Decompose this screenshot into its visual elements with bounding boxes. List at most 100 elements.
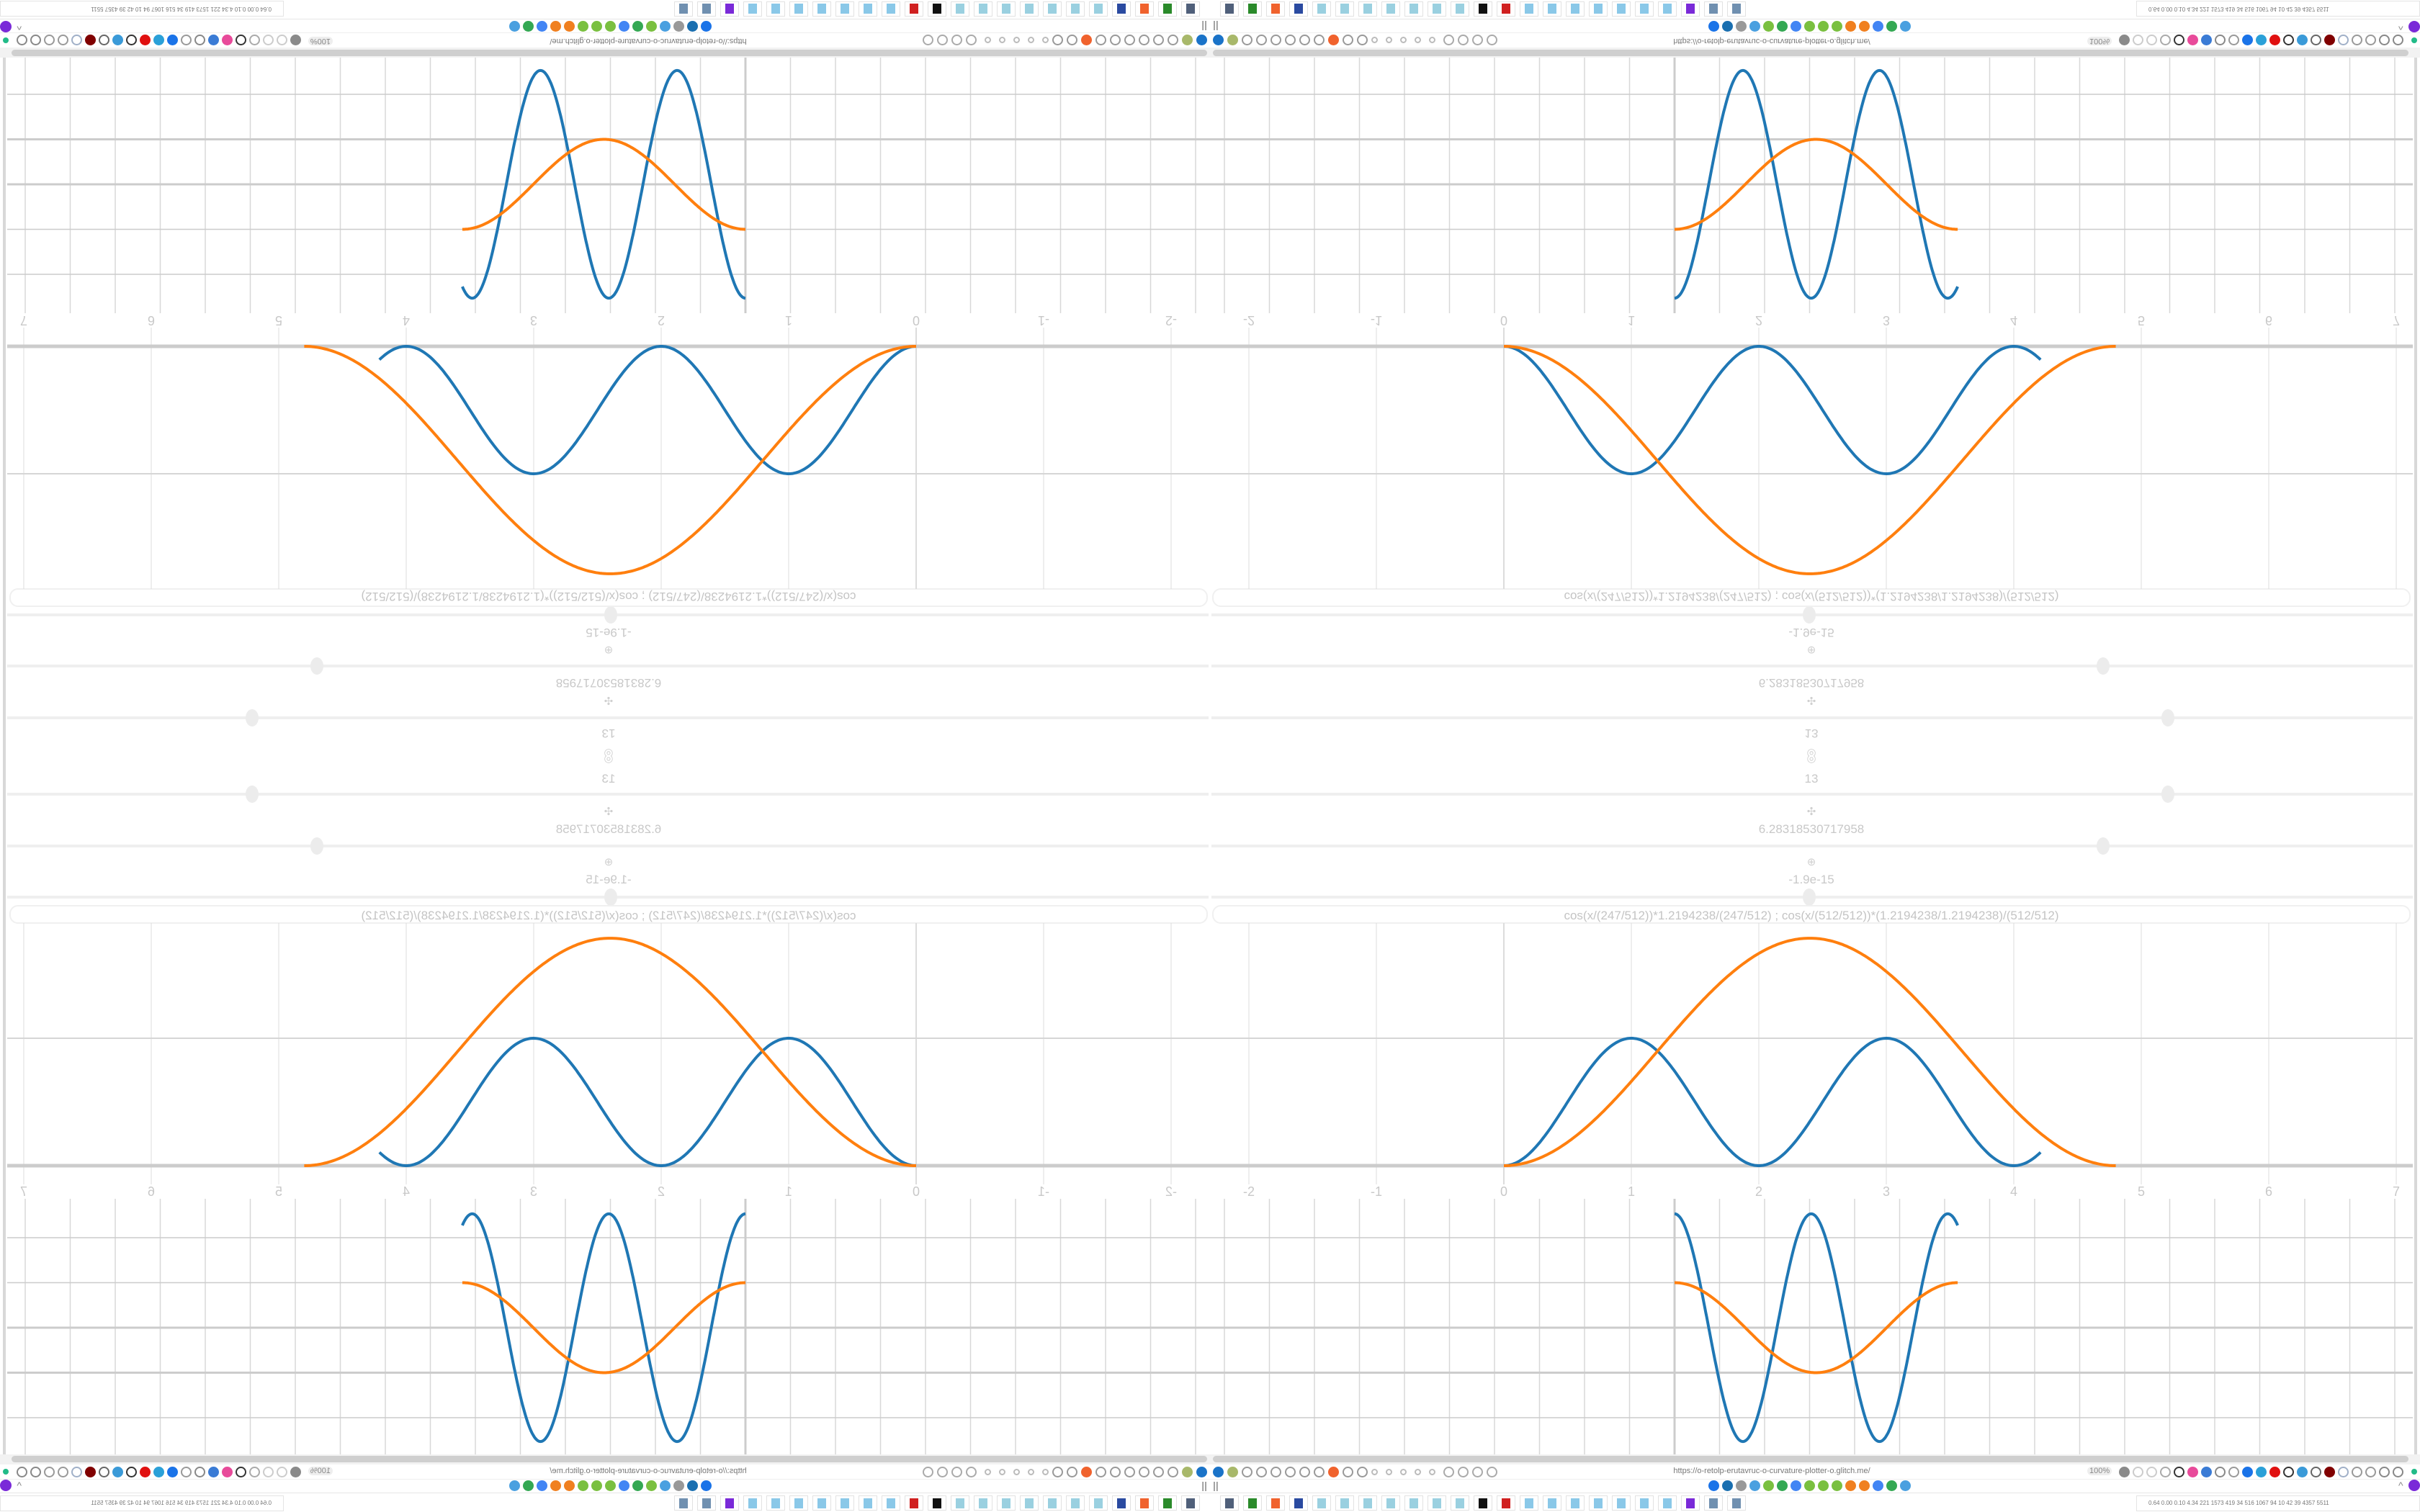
firefox-icon[interactable] bbox=[1328, 1467, 1339, 1477]
reload-icon[interactable] bbox=[249, 35, 260, 45]
chevron-up-icon[interactable]: ^ bbox=[17, 1480, 22, 1491]
taskbar-notepad-button[interactable] bbox=[1335, 1495, 1354, 1511]
slider-track[interactable] bbox=[1211, 716, 2413, 719]
horizontal-scrollbar[interactable] bbox=[1210, 48, 2420, 58]
taskbar-calculator-button[interactable] bbox=[835, 1495, 854, 1511]
taskbar-monitor-button[interactable] bbox=[1181, 1, 1200, 17]
taskbar-floppy-button[interactable] bbox=[1289, 1495, 1308, 1511]
globe-icon[interactable] bbox=[1153, 35, 1164, 45]
taskbar-notepad-button[interactable] bbox=[1451, 1, 1469, 17]
taskbar-firefox-button[interactable] bbox=[1266, 1, 1285, 17]
taskbar-calculator-button[interactable] bbox=[812, 1, 831, 17]
zoom-level-button[interactable]: 100% bbox=[2087, 1467, 2112, 1475]
folder-icon[interactable] bbox=[966, 35, 977, 45]
power-icon[interactable] bbox=[1182, 35, 1193, 45]
taskbar-monitor-button[interactable] bbox=[1181, 1495, 1200, 1511]
slider-track[interactable] bbox=[1211, 845, 2413, 847]
headphones-icon[interactable] bbox=[1285, 1467, 1296, 1477]
puzzle-icon[interactable] bbox=[2365, 1467, 2376, 1477]
reload-icon[interactable] bbox=[2160, 35, 2171, 45]
bookmark-google-icon[interactable] bbox=[1818, 21, 1829, 32]
taskbar-calculator-button[interactable] bbox=[1543, 1495, 1561, 1511]
taskbar-document-button[interactable] bbox=[674, 1, 693, 17]
color-picker-icon[interactable] bbox=[222, 1467, 233, 1477]
dot-icon[interactable] bbox=[985, 37, 991, 43]
star-icon[interactable] bbox=[2133, 1467, 2143, 1477]
taskbar-calculator-button[interactable] bbox=[766, 1, 785, 17]
bookmark-moon-icon[interactable] bbox=[687, 21, 698, 32]
dot-icon[interactable] bbox=[1429, 1469, 1435, 1475]
taskbar-owl-button[interactable] bbox=[720, 1, 739, 17]
slider-thumb[interactable] bbox=[1803, 888, 1816, 906]
taskbar-terminal-button[interactable] bbox=[1243, 1495, 1262, 1511]
bookmark-google-icon[interactable] bbox=[1804, 1480, 1815, 1491]
dot-icon[interactable] bbox=[985, 1469, 991, 1475]
url-bar[interactable]: https://o-retolp-erutavruc-o-curvature-p… bbox=[550, 37, 747, 45]
globe-icon[interactable] bbox=[58, 35, 68, 45]
settings-icon[interactable] bbox=[2393, 1467, 2403, 1477]
gear-icon[interactable] bbox=[1343, 1467, 1353, 1477]
headphones-icon[interactable] bbox=[1270, 35, 1281, 45]
dot-icon[interactable] bbox=[1386, 37, 1392, 43]
sidebar-toggle-icon[interactable]: || bbox=[1213, 1480, 1219, 1491]
slider-thumb[interactable] bbox=[1803, 606, 1816, 624]
upload-icon[interactable] bbox=[153, 1467, 164, 1477]
gear-icon[interactable] bbox=[2228, 35, 2239, 45]
translate-icon[interactable] bbox=[2119, 35, 2130, 45]
slider-track[interactable] bbox=[7, 793, 1209, 796]
download-icon[interactable] bbox=[236, 1467, 246, 1477]
scrollbar-thumb[interactable] bbox=[1213, 50, 2408, 56]
globe-icon[interactable] bbox=[58, 1467, 68, 1477]
owl-icon[interactable] bbox=[2408, 1480, 2420, 1491]
archive-icon[interactable] bbox=[99, 1467, 109, 1477]
taskbar-notepad-button[interactable] bbox=[974, 1, 992, 17]
shield-icon[interactable] bbox=[937, 35, 948, 45]
taskbar-document-button[interactable] bbox=[1727, 1495, 1746, 1511]
taskbar-settings-red-button[interactable] bbox=[1497, 1495, 1515, 1511]
taskbar-owl-button[interactable] bbox=[720, 1495, 739, 1511]
bookmark-mail-icon[interactable] bbox=[701, 21, 712, 32]
globe-icon[interactable] bbox=[1242, 1467, 1252, 1477]
folder-icon[interactable] bbox=[1443, 1467, 1454, 1477]
folder-icon[interactable] bbox=[1443, 35, 1454, 45]
taskbar-floppy-button[interactable] bbox=[1112, 1495, 1131, 1511]
taskbar-calculator-button[interactable] bbox=[835, 1, 854, 17]
taskbar-notepad-button[interactable] bbox=[1404, 1, 1423, 17]
slider-track[interactable] bbox=[1211, 665, 2413, 667]
taskbar-calculator-button[interactable] bbox=[1589, 1495, 1608, 1511]
shield-icon[interactable] bbox=[71, 1467, 82, 1477]
settings-icon[interactable] bbox=[17, 35, 27, 45]
bookmark-google-icon[interactable] bbox=[1873, 1480, 1883, 1491]
taskbar-document-button[interactable] bbox=[697, 1495, 716, 1511]
taskbar-calculator-button[interactable] bbox=[1566, 1, 1585, 17]
bookmark-google-icon[interactable] bbox=[1777, 21, 1788, 32]
zoom-level-button[interactable]: 100% bbox=[2087, 37, 2112, 45]
bookmark-google-icon[interactable] bbox=[1791, 1480, 1801, 1491]
dot-icon[interactable] bbox=[1429, 37, 1435, 43]
globe-icon[interactable] bbox=[1153, 1467, 1164, 1477]
mouse-icon[interactable] bbox=[2215, 1467, 2226, 1477]
headphones-icon[interactable] bbox=[1139, 35, 1150, 45]
taskbar-document-button[interactable] bbox=[1727, 1, 1746, 17]
vertical-scrollbar[interactable] bbox=[3, 756, 6, 1454]
taskbar-notepad-button[interactable] bbox=[974, 1495, 992, 1511]
taskbar-calculator-button[interactable] bbox=[766, 1495, 785, 1511]
bookmark-google-icon[interactable] bbox=[1777, 1480, 1788, 1491]
dot-icon[interactable] bbox=[1371, 1469, 1378, 1475]
taskbar-document-button[interactable] bbox=[1704, 1, 1723, 17]
taskbar-settings-red-button[interactable] bbox=[1497, 1, 1515, 17]
horizontal-scrollbar[interactable] bbox=[0, 48, 1210, 58]
vertical-scrollbar[interactable] bbox=[3, 58, 6, 756]
filter-icon[interactable] bbox=[1213, 1467, 1224, 1477]
headphones-icon[interactable] bbox=[1124, 1467, 1135, 1477]
taskbar-terminal-button[interactable] bbox=[1158, 1, 1177, 17]
bookmark-link-icon[interactable] bbox=[1736, 21, 1747, 32]
taskbar-floppy-button[interactable] bbox=[1289, 1, 1308, 17]
formula-input[interactable]: cos(x/(247/512))*1.2194238/(247/512) ; c… bbox=[9, 588, 1208, 607]
taskbar-calculator-button[interactable] bbox=[1520, 1, 1538, 17]
globe-icon[interactable] bbox=[1168, 35, 1178, 45]
taskbar-calculator-button[interactable] bbox=[789, 1, 808, 17]
slider-track[interactable] bbox=[7, 716, 1209, 719]
archive-icon[interactable] bbox=[2311, 1467, 2321, 1477]
firefox-icon[interactable] bbox=[1081, 1467, 1092, 1477]
